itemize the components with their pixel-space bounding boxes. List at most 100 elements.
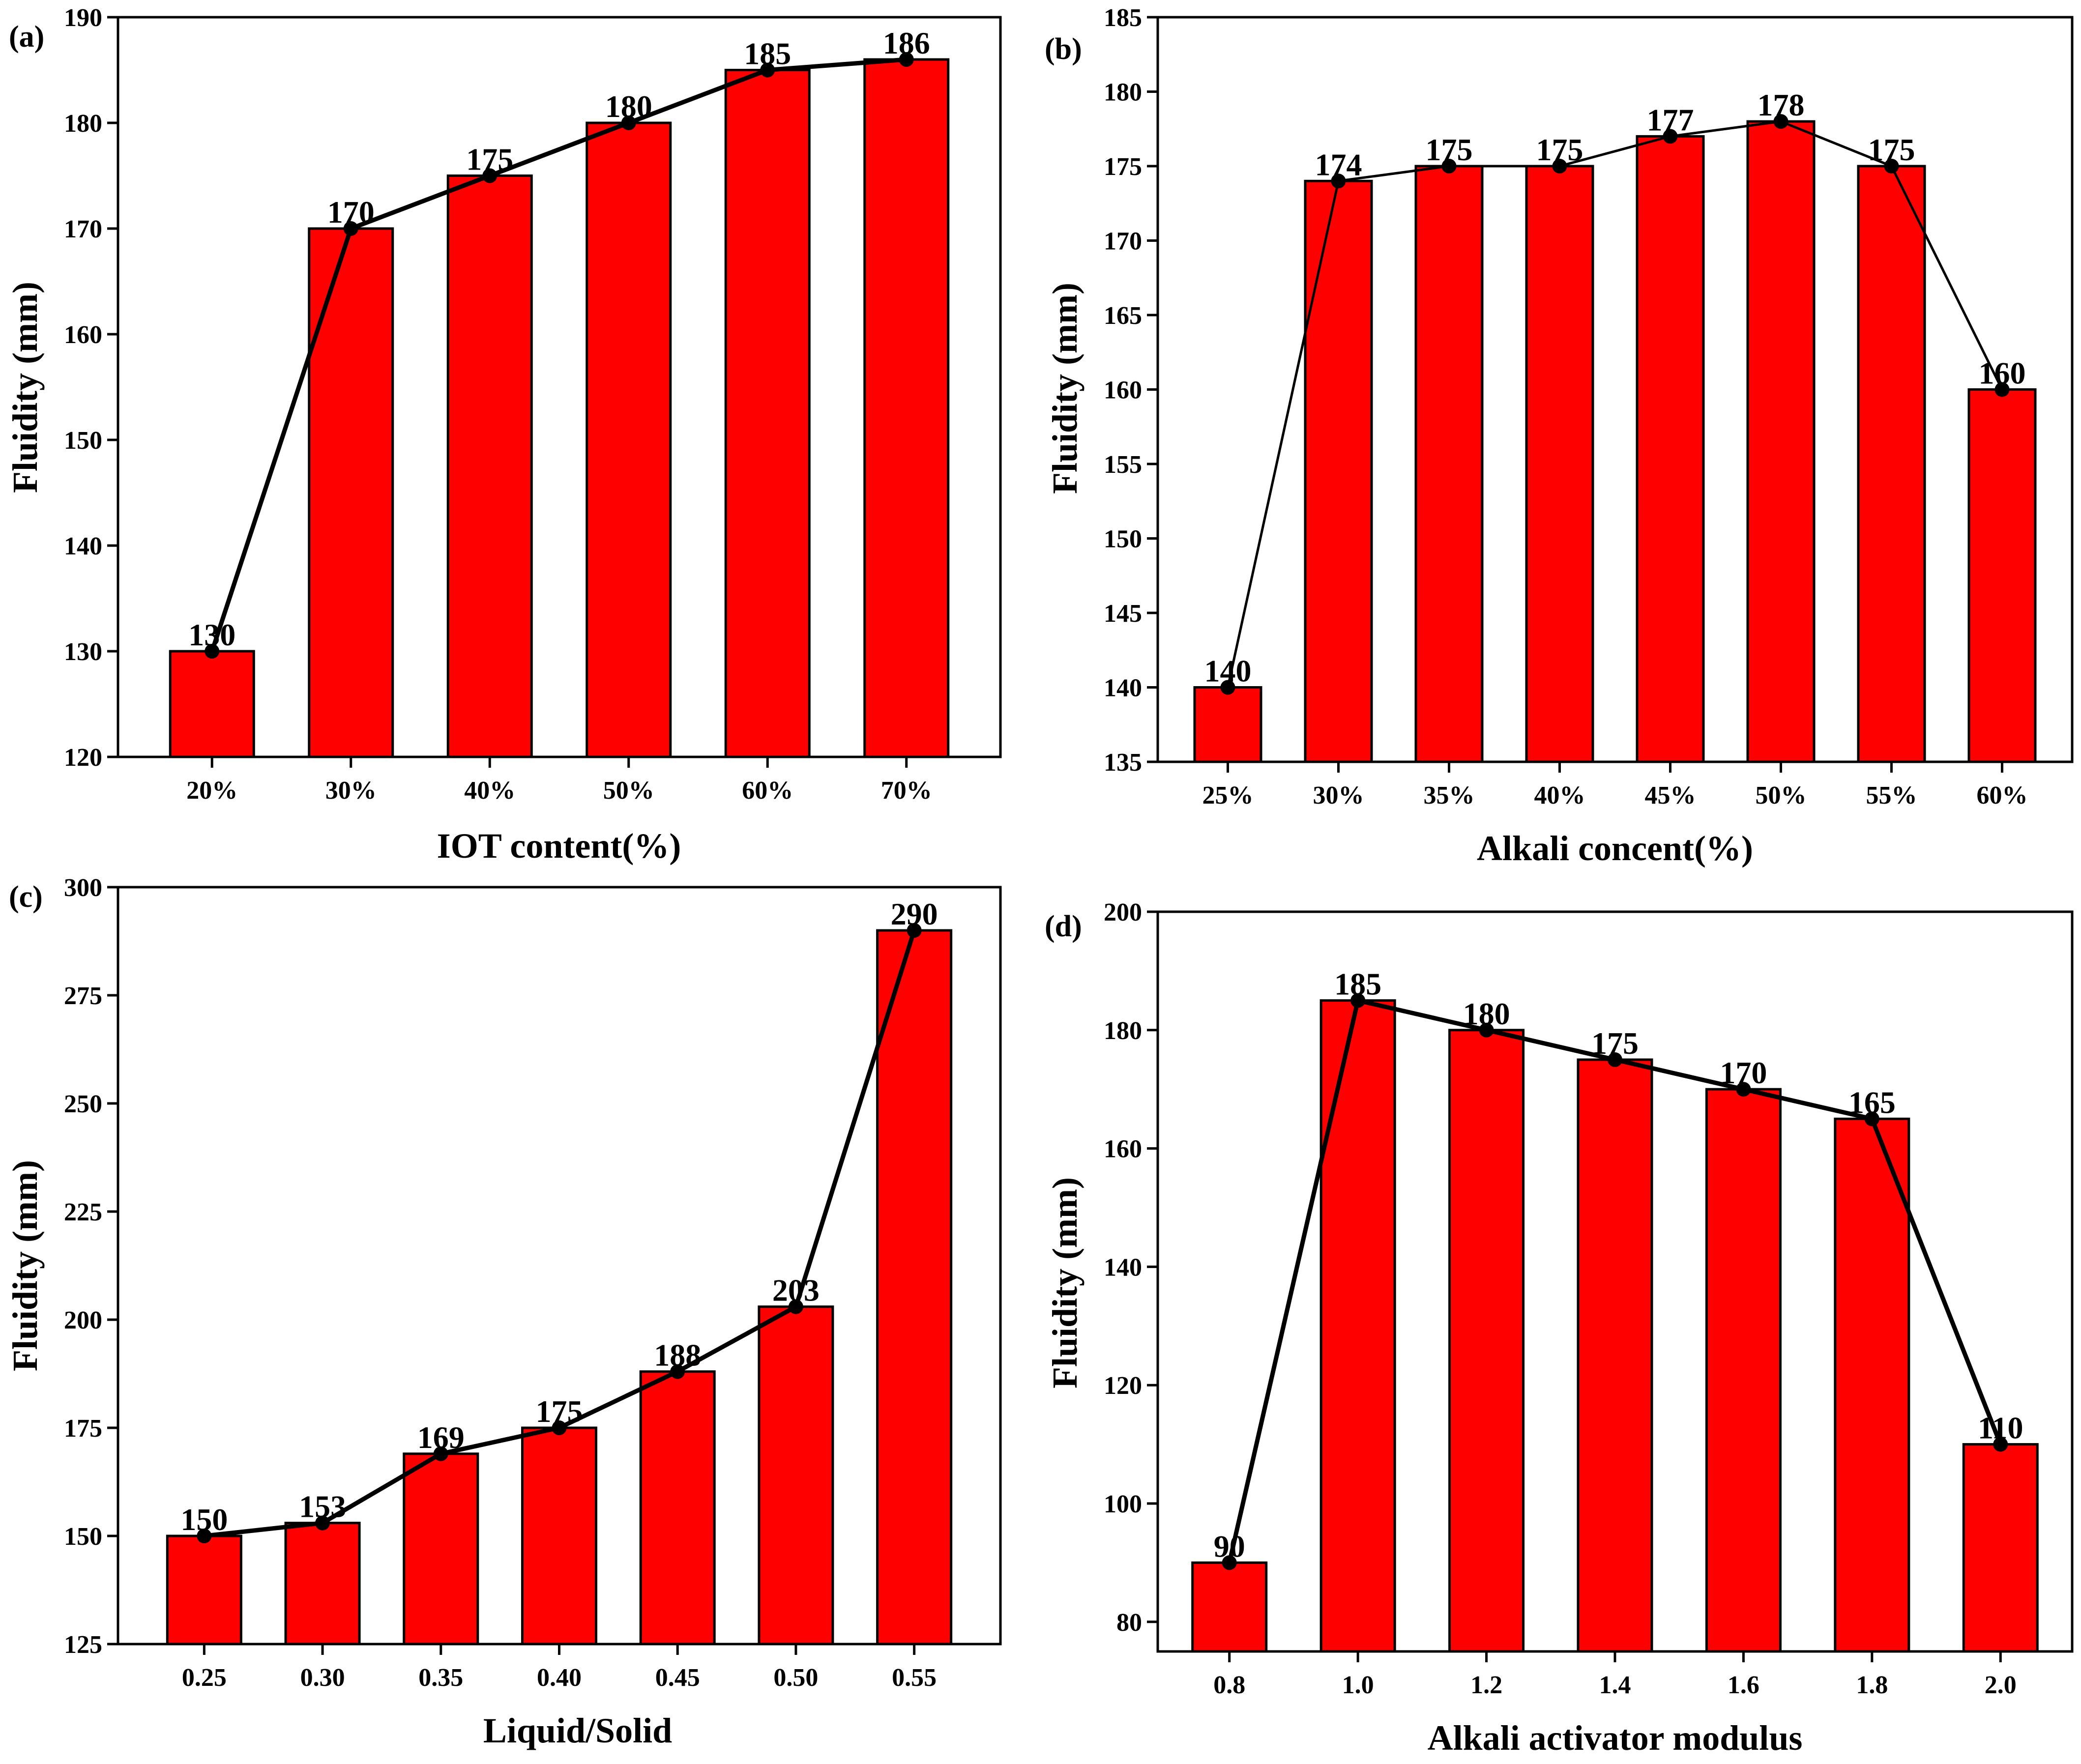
x-tick-label: 1.6 [1728, 1671, 1759, 1699]
marker-40% [482, 168, 498, 183]
panel-label: (c) [9, 880, 43, 914]
data-label: 185 [744, 36, 791, 71]
bar-2.0 [1962, 1443, 2039, 1653]
bar-40% [1525, 165, 1594, 763]
data-label: 153 [299, 1489, 346, 1524]
bar-30% [308, 227, 394, 758]
y-axis: 120 130 140 150 160 170 180 190 [64, 4, 118, 772]
y-tick-label: 160 [64, 321, 102, 349]
marker-0.45 [670, 1364, 685, 1379]
y-tick-label: 175 [1104, 153, 1142, 181]
y-tick-label: 190 [64, 4, 102, 32]
marker-1.2 [1479, 1022, 1494, 1038]
bar-1.8 [1834, 1117, 1910, 1653]
data-label-group: 130 170 175 180 185 186 [188, 26, 930, 652]
y-tick-label: 150 [64, 427, 102, 455]
y-axis-title: Fluidity (mm) [1045, 1177, 1084, 1388]
marker-30% [343, 221, 358, 236]
bar-group [1193, 120, 2037, 763]
data-label: 175 [536, 1394, 583, 1429]
data-label: 180 [1463, 996, 1510, 1031]
y-tick-label: 225 [64, 1198, 102, 1226]
marker-60% [1994, 382, 2010, 397]
y-tick-label: 185 [1104, 4, 1142, 32]
marker-25% [1220, 680, 1235, 695]
y-tick-label: 100 [1104, 1490, 1142, 1518]
bar-40% [446, 174, 533, 758]
x-tick-label: 0.50 [773, 1664, 818, 1692]
data-label: 90 [1214, 1529, 1245, 1563]
x-tick-label: 20% [186, 777, 237, 805]
panel-d: 80 100 120 140 160 180 200 0.8 1.0 1.2 1.4 1.6 1.8 2… [1045, 898, 2074, 1758]
bar-0.55 [876, 929, 953, 1646]
bar-group [169, 58, 950, 758]
panel-label: (a) [9, 20, 44, 54]
bar-group [1191, 999, 2039, 1653]
marker-0.30 [315, 1515, 330, 1531]
data-label: 186 [883, 26, 930, 60]
x-tick-label: 2.0 [1985, 1671, 2017, 1699]
x-tick-label: 0.55 [892, 1664, 937, 1692]
y-tick-label: 140 [1104, 1253, 1142, 1281]
data-label: 174 [1315, 147, 1362, 182]
y-tick-label: 180 [64, 110, 102, 138]
x-tick-label: 0.40 [537, 1664, 582, 1692]
data-label: 188 [654, 1338, 701, 1373]
marker-0.25 [197, 1529, 212, 1543]
panel-label: (b) [1045, 32, 1082, 66]
data-label-group: 90 185 180 175 170 165 110 [1214, 967, 2023, 1564]
x-tick-label: 35% [1424, 781, 1475, 810]
y-tick-label: 145 [1104, 600, 1142, 628]
marker-55% [1884, 159, 1899, 174]
y-tick-label: 300 [64, 874, 102, 902]
y-axis-title: Fluidity (mm) [5, 282, 45, 493]
y-tick-label: 150 [64, 1523, 102, 1551]
x-tick-label: 60% [1977, 781, 2028, 810]
data-label: 180 [605, 89, 652, 124]
y-tick-label: 80 [1116, 1609, 1142, 1637]
y-tick-label: 170 [64, 215, 102, 243]
bar-20% [169, 650, 255, 758]
y-tick-label: 140 [64, 532, 102, 560]
bar-1.6 [1705, 1088, 1782, 1653]
marker-0.8 [1222, 1555, 1237, 1570]
x-tick-label: 50% [1756, 781, 1807, 810]
data-label-group: 140 174 175 175 177 178 175 160 [1204, 87, 2026, 688]
marker-50% [1773, 114, 1788, 129]
data-label: 178 [1758, 87, 1805, 122]
x-axis: 0.8 1.0 1.2 1.4 1.6 1.8 2.0 [1213, 1651, 2017, 1699]
x-tick-label: 50% [603, 777, 654, 805]
bar-0.50 [758, 1305, 834, 1646]
x-axis: 20% 30% 40% 50% 60% 70% [186, 757, 932, 805]
x-tick-label: 0.30 [300, 1664, 345, 1692]
marker-30% [1331, 174, 1346, 189]
y-axis: 125 150 175 200 225 250 275 300 [64, 874, 118, 1659]
series-line [210, 57, 907, 652]
bar-0.25 [166, 1534, 242, 1646]
marker-group [205, 52, 914, 659]
x-tick-label: 40% [464, 777, 515, 805]
y-tick-label: 120 [64, 744, 102, 772]
data-label: 130 [188, 617, 235, 652]
bar-0.40 [521, 1426, 597, 1646]
data-label: 150 [180, 1502, 228, 1537]
y-tick-label: 150 [1104, 525, 1142, 553]
x-tick-label: 25% [1202, 781, 1254, 810]
y-tick-label: 155 [1104, 451, 1142, 479]
x-tick-label: 0.25 [182, 1664, 227, 1692]
marker-2.0 [1993, 1437, 2008, 1452]
data-label: 165 [1848, 1085, 1896, 1120]
marker-35% [1441, 159, 1457, 174]
data-label: 175 [1591, 1026, 1639, 1061]
bar-30% [1304, 179, 1373, 763]
marker-0.40 [552, 1420, 567, 1435]
marker-40% [1552, 159, 1567, 174]
marker-group [1220, 114, 2010, 695]
marker-group [197, 923, 922, 1543]
marker-1.4 [1608, 1052, 1622, 1067]
y-axis: 80 100 120 140 160 180 200 [1104, 898, 1158, 1637]
marker-45% [1663, 129, 1678, 144]
x-tick-label: 45% [1645, 781, 1696, 810]
